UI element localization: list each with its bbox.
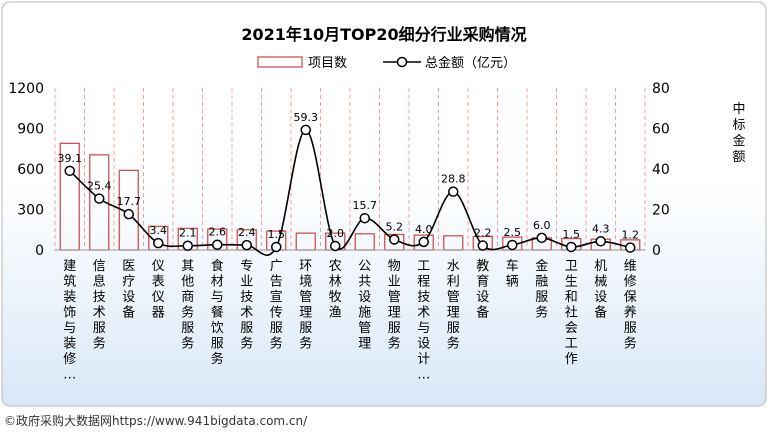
grid-lines	[54, 88, 646, 250]
legend-line-label: 总金额（亿元）	[425, 55, 516, 71]
amount-data-label: 2.4	[238, 226, 256, 239]
category-labels: 建筑装饰与装修… 信息技术服务 医疗设备 仪表仪器 其他商务服务 食材与餐饮服务 专业技术服…	[63, 258, 637, 383]
amount-data-label: 17.7	[117, 195, 142, 208]
right-tick-label: 0	[652, 243, 661, 259]
amount-marker	[241, 239, 252, 251]
right-tick-label: 40	[652, 162, 670, 178]
amount-data-label: 59.3	[294, 111, 319, 124]
left-tick-label: 300	[17, 203, 44, 219]
amount-marker	[507, 239, 518, 251]
category-label: 建筑装饰与装修…	[63, 259, 76, 383]
left-tick-label: 0	[35, 243, 44, 259]
amount-data-label: 5.2	[386, 220, 404, 233]
left-axis: 0 300 600 900 1200	[8, 81, 44, 259]
amount-data-label: 1.5	[268, 228, 286, 241]
left-tick-label: 900	[17, 122, 44, 138]
category-label: 教育设备	[476, 258, 489, 321]
amount-data-label: 1.2	[622, 229, 640, 242]
category-label: 物业管理服务	[388, 259, 401, 352]
category-label: 金融服务	[535, 258, 548, 321]
amount-data-label: 39.1	[58, 152, 83, 165]
amount-data-label: 4.3	[592, 222, 610, 235]
category-label: 工程技术与设计…	[417, 259, 430, 383]
category-label: 信息技术服务	[93, 259, 106, 352]
amount-marker	[153, 237, 164, 249]
amount-marker	[389, 234, 400, 245]
left-tick-label: 600	[17, 162, 44, 178]
amount-data-label: 6.0	[533, 219, 551, 232]
category-label: 农林牧渔	[329, 259, 342, 321]
legend: 项目数 总金额（亿元）	[257, 55, 516, 71]
chart-background	[1, 1, 767, 407]
category-label: 食材与餐饮服务	[211, 258, 224, 367]
footer-credit: ©政府采购大数据网https://www.941bigdata.com.cn/	[4, 414, 308, 428]
amount-marker	[477, 240, 488, 251]
chart-title: 2021年10月TOP20细分行业采购情况	[241, 25, 526, 44]
category-label: 维修保养服务	[624, 259, 637, 352]
amount-marker	[212, 239, 223, 250]
left-tick-label: 1200	[8, 81, 44, 97]
amount-marker	[182, 240, 193, 251]
amount-marker	[123, 208, 134, 220]
amount-marker	[595, 236, 606, 247]
amount-marker	[536, 232, 547, 244]
category-label: 公共设施管理	[358, 259, 371, 352]
amount-marker	[418, 236, 429, 248]
amount-data-label: 15.7	[353, 199, 378, 212]
category-label: 专业技术服务	[240, 259, 253, 352]
right-axis-label: 中标金额	[732, 102, 745, 165]
category-label: 卫生和社会工作	[565, 259, 578, 367]
right-tick-label: 20	[652, 203, 670, 219]
category-label: 车辆	[506, 258, 519, 290]
right-tick-label: 80	[652, 81, 670, 97]
amount-data-label: 2.5	[504, 226, 522, 239]
amount-data-label: 28.8	[441, 173, 466, 186]
amount-marker	[94, 193, 105, 204]
category-label: 其他商务服务	[181, 259, 194, 352]
amount-marker	[359, 212, 370, 224]
amount-data-label: 1.5	[563, 228, 581, 241]
legend-bar-swatch	[257, 56, 303, 68]
right-axis: 0 20 40 60 80	[652, 81, 670, 259]
amount-data-label: 2.6	[209, 226, 227, 239]
category-label: 水利管理服务	[447, 259, 460, 352]
category-label: 医疗设备	[122, 259, 135, 321]
chart-frame: 2021年10月TOP20细分行业采购情况 项目数 总金额（亿元） 0300600…	[1, 1, 767, 407]
amount-marker	[448, 186, 459, 197]
amount-marker	[625, 242, 636, 253]
line-series: 39.1 25.4 17.7 3.4 2.1 2.6 2.4 1.5 59.3 2.0 15.7 5.…	[58, 111, 640, 256]
amount-data-label: 25.4	[87, 180, 112, 193]
amount-marker	[566, 241, 577, 253]
amount-line	[69, 129, 631, 256]
legend-bar-label: 项目数	[308, 56, 347, 71]
category-label: 机械设备	[594, 259, 607, 321]
amount-data-label: 2.2	[474, 227, 492, 240]
amount-marker	[330, 240, 341, 252]
amount-data-label: 2.0	[327, 227, 345, 240]
category-label: 仪表仪器	[152, 259, 165, 321]
amount-data-label: 2.1	[179, 227, 197, 240]
amount-marker	[64, 165, 75, 177]
amount-marker	[271, 241, 282, 253]
right-tick-label: 60	[652, 122, 670, 138]
amount-data-label: 4.0	[415, 223, 433, 236]
category-label: 广告宣传服务	[270, 259, 283, 352]
legend-line-marker	[396, 56, 408, 68]
category-label: 环境管理服务	[299, 259, 312, 352]
amount-data-label: 3.4	[150, 224, 168, 237]
amount-marker	[300, 124, 311, 136]
